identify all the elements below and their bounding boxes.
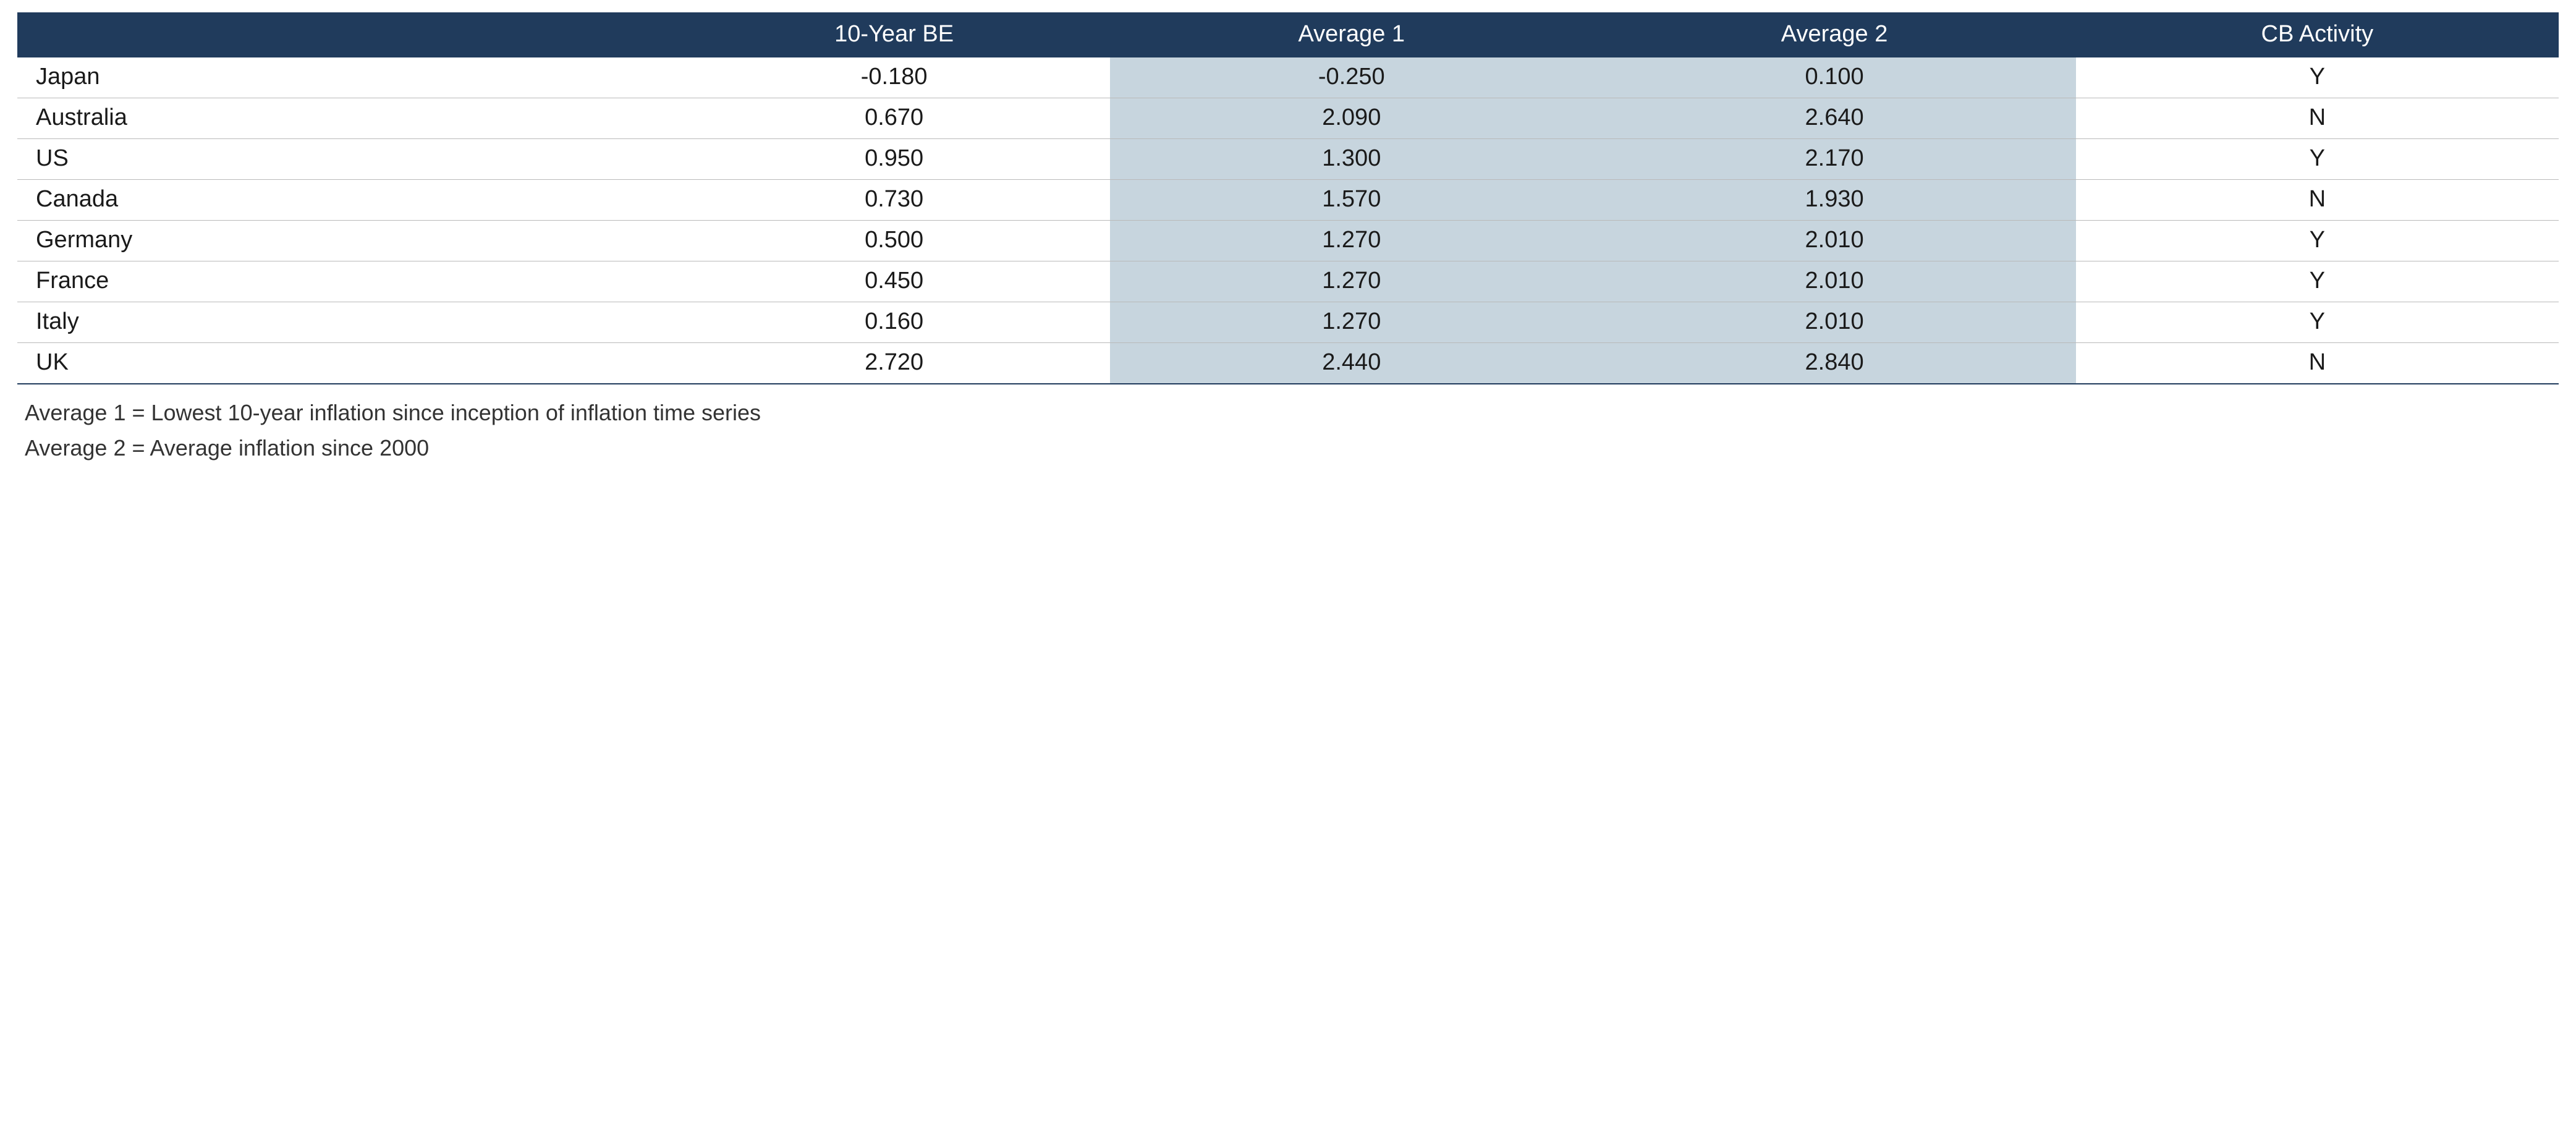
cell-country: Australia	[17, 98, 678, 139]
table-row: Australia0.6702.0902.640N	[17, 98, 2559, 139]
cell-cb: Y	[2076, 57, 2559, 98]
cell-country: UK	[17, 343, 678, 384]
cell-country: Italy	[17, 302, 678, 343]
inflation-table-container: 10-Year BEAverage 1Average 2CB Activity …	[17, 12, 2559, 463]
cell-avg1: 1.270	[1110, 261, 1593, 302]
cell-cb: Y	[2076, 139, 2559, 180]
cell-cb: N	[2076, 98, 2559, 139]
cell-avg2: 0.100	[1593, 57, 2075, 98]
col-header-cb: CB Activity	[2076, 12, 2559, 57]
cell-avg2: 2.010	[1593, 302, 2075, 343]
cell-country: US	[17, 139, 678, 180]
table-header: 10-Year BEAverage 1Average 2CB Activity	[17, 12, 2559, 57]
cell-be10: -0.180	[678, 57, 1110, 98]
cell-avg2: 1.930	[1593, 180, 2075, 221]
cell-avg2: 2.170	[1593, 139, 2075, 180]
cell-cb: N	[2076, 343, 2559, 384]
cell-be10: 0.500	[678, 221, 1110, 261]
cell-cb: Y	[2076, 302, 2559, 343]
table-row: US0.9501.3002.170Y	[17, 139, 2559, 180]
cell-avg2: 2.840	[1593, 343, 2075, 384]
cell-be10: 0.160	[678, 302, 1110, 343]
cell-avg1: 2.440	[1110, 343, 1593, 384]
cell-avg1: 1.270	[1110, 302, 1593, 343]
table-row: Germany0.5001.2702.010Y	[17, 221, 2559, 261]
col-header-be10: 10-Year BE	[678, 12, 1110, 57]
cell-avg1: 1.300	[1110, 139, 1593, 180]
footnote-avg2: Average 2 = Average inflation since 2000	[25, 433, 2559, 464]
cell-avg2: 2.640	[1593, 98, 2075, 139]
footnote-avg1: Average 1 = Lowest 10-year inflation sin…	[25, 398, 2559, 428]
cell-avg1: 1.270	[1110, 221, 1593, 261]
table-row: Italy0.1601.2702.010Y	[17, 302, 2559, 343]
col-header-country	[17, 12, 678, 57]
cell-be10: 0.730	[678, 180, 1110, 221]
cell-avg2: 2.010	[1593, 221, 2075, 261]
cell-avg2: 2.010	[1593, 261, 2075, 302]
footnotes: Average 1 = Lowest 10-year inflation sin…	[17, 398, 2559, 463]
cell-be10: 0.670	[678, 98, 1110, 139]
cell-cb: N	[2076, 180, 2559, 221]
table-row: France0.4501.2702.010Y	[17, 261, 2559, 302]
cell-avg1: -0.250	[1110, 57, 1593, 98]
cell-be10: 0.950	[678, 139, 1110, 180]
cell-cb: Y	[2076, 261, 2559, 302]
cell-country: Canada	[17, 180, 678, 221]
table-row: Japan-0.180-0.2500.100Y	[17, 57, 2559, 98]
table-row: UK2.7202.4402.840N	[17, 343, 2559, 384]
cell-be10: 2.720	[678, 343, 1110, 384]
table-row: Canada0.7301.5701.930N	[17, 180, 2559, 221]
cell-be10: 0.450	[678, 261, 1110, 302]
table-body: Japan-0.180-0.2500.100YAustralia0.6702.0…	[17, 57, 2559, 384]
cell-country: Germany	[17, 221, 678, 261]
col-header-avg1: Average 1	[1110, 12, 1593, 57]
cell-cb: Y	[2076, 221, 2559, 261]
cell-country: France	[17, 261, 678, 302]
cell-country: Japan	[17, 57, 678, 98]
cell-avg1: 1.570	[1110, 180, 1593, 221]
cell-avg1: 2.090	[1110, 98, 1593, 139]
col-header-avg2: Average 2	[1593, 12, 2075, 57]
inflation-table: 10-Year BEAverage 1Average 2CB Activity …	[17, 12, 2559, 384]
